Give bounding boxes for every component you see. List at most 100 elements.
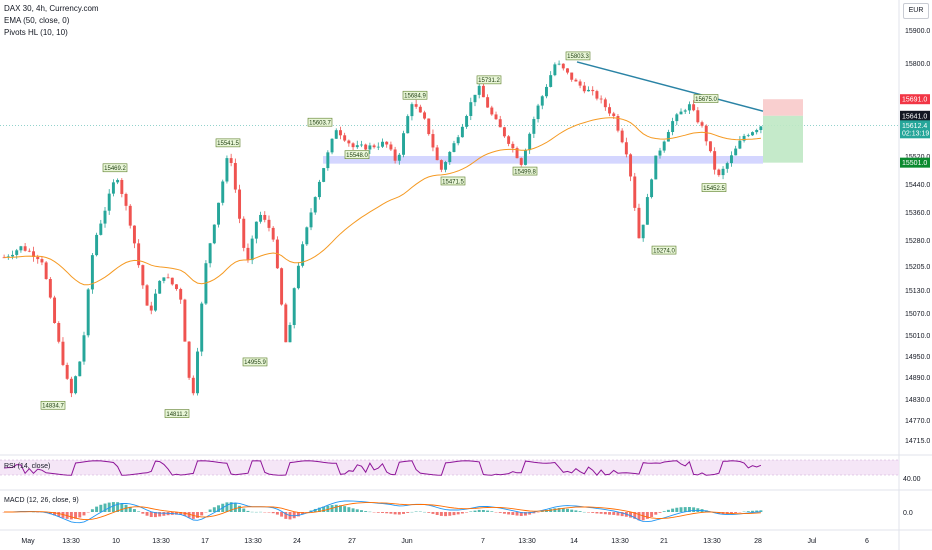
candle-body xyxy=(158,280,162,294)
candle-body xyxy=(708,141,712,152)
macd-histogram-bar xyxy=(448,512,452,516)
macd-histogram-bar xyxy=(280,512,284,517)
macd-histogram-bar xyxy=(317,507,321,512)
macd-histogram-bar xyxy=(200,512,204,516)
pivot-label: 15541.5 xyxy=(215,138,241,147)
candle-body xyxy=(141,265,145,286)
pivot-label-text: 15541.5 xyxy=(217,141,239,147)
pivot-label-text: 14955.9 xyxy=(244,360,266,366)
last-price-label-bg xyxy=(900,120,930,139)
candle-body xyxy=(90,255,94,290)
risk-zone xyxy=(763,99,803,116)
candle-body xyxy=(540,96,544,106)
macd-histogram-bar xyxy=(608,512,612,515)
candle-body xyxy=(679,111,683,115)
candle-body xyxy=(229,158,233,163)
candle-body xyxy=(498,119,502,128)
pivot-label-box xyxy=(440,176,466,186)
candle-body xyxy=(338,130,342,136)
candle-body xyxy=(687,104,691,111)
rsi-level-label: 40.00 xyxy=(903,476,921,483)
candle-body xyxy=(414,104,418,107)
candle-body xyxy=(65,364,69,379)
macd-histogram-bar xyxy=(570,509,574,512)
pivot-label-text: 15274.0 xyxy=(653,248,675,254)
y-tick-label: 15440.0 xyxy=(905,182,930,189)
pivot-label: 15803.3 xyxy=(565,51,591,61)
pivot-label-box xyxy=(701,183,727,192)
candle-body xyxy=(603,99,607,108)
reference-price-label: 15641.0 xyxy=(902,113,927,120)
macd-histogram-bar xyxy=(654,512,658,515)
ema-legend: EMA (50, close, 0) xyxy=(4,16,70,25)
macd-histogram-bar xyxy=(755,510,759,512)
pivot-label-box xyxy=(40,400,66,410)
candle-body xyxy=(372,145,376,148)
pivot-label-text: 15548.0 xyxy=(346,153,368,159)
macd-histogram-bar xyxy=(242,508,246,512)
candle-body xyxy=(633,176,637,208)
candle-body xyxy=(582,85,586,92)
candle-body xyxy=(397,154,401,161)
macd-histogram-bar xyxy=(128,506,132,512)
candle-body xyxy=(591,89,595,92)
macd-histogram-bar xyxy=(397,512,401,515)
macd-histogram-bar xyxy=(444,512,448,517)
candle-body xyxy=(313,197,317,213)
pivot-label-box xyxy=(102,163,128,173)
candle-body xyxy=(608,107,612,114)
candle-body xyxy=(490,107,494,115)
candle-body xyxy=(561,63,565,69)
y-tick-label: 15800.0 xyxy=(905,61,930,68)
macd-histogram-bar xyxy=(486,510,490,512)
y-tick-label: 15280.0 xyxy=(905,238,930,245)
candle-body xyxy=(376,146,380,148)
candle-body xyxy=(347,140,351,144)
candle-body xyxy=(351,143,355,148)
macd-histogram-bar xyxy=(229,502,233,512)
candle-body xyxy=(385,141,389,145)
pivot-label: 15548.0 xyxy=(344,150,370,159)
macd-histogram-bar xyxy=(645,512,649,519)
candle-body xyxy=(587,89,590,92)
candle-body xyxy=(53,297,57,324)
candle-body xyxy=(78,361,82,377)
candle-body xyxy=(111,182,115,194)
macd-histogram-bar xyxy=(107,502,111,512)
macd-histogram-bar xyxy=(153,512,157,518)
macd-histogram-bar xyxy=(385,512,389,514)
pivot-label-text: 14834.7 xyxy=(42,404,64,410)
macd-histogram-bar xyxy=(95,506,99,512)
candle-body xyxy=(292,288,296,325)
candle-body xyxy=(742,135,746,141)
macd-histogram-bar xyxy=(149,512,153,518)
macd-histogram-bar xyxy=(666,509,670,512)
candle-body xyxy=(435,147,439,161)
macd-histogram-bar xyxy=(620,512,624,517)
candle-body xyxy=(23,246,27,251)
candle-body xyxy=(166,277,170,279)
macd-level-label: 0.0 xyxy=(903,510,913,517)
candle-body xyxy=(578,81,582,86)
pivot-label: 15603.7 xyxy=(307,117,333,127)
macd-histogram-bar xyxy=(116,502,120,512)
candle-body xyxy=(658,150,662,156)
candle-body xyxy=(662,141,666,151)
macd-histogram-bar xyxy=(82,512,86,516)
candle-body xyxy=(103,210,107,224)
candle-body xyxy=(317,181,321,198)
candle-body xyxy=(481,85,485,98)
candle-body xyxy=(225,158,229,182)
candle-body xyxy=(95,234,99,256)
currency-button[interactable]: EUR xyxy=(903,3,929,19)
pivot-label-box xyxy=(307,117,333,127)
candle-body xyxy=(671,121,675,133)
x-tick-label: 13:30 xyxy=(611,538,629,545)
candle-body xyxy=(288,324,292,343)
macd-histogram-bar xyxy=(334,504,338,512)
candle-body xyxy=(48,279,52,298)
candle-body xyxy=(629,154,633,177)
macd-histogram-bar xyxy=(465,512,469,513)
candle-body xyxy=(343,135,347,141)
